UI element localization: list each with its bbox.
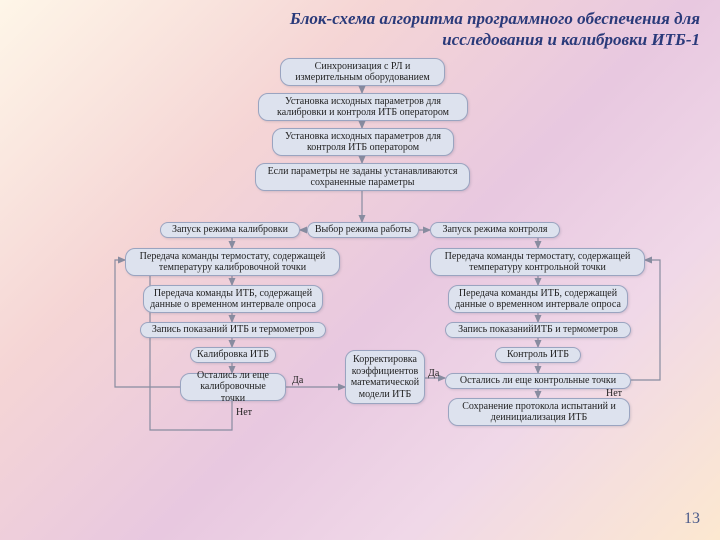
- node-n12: Корректировка коэффициентов математическ…: [345, 350, 425, 404]
- page-title: Блок-схема алгоритма программного обеспе…: [130, 8, 700, 51]
- node-n8r: Передача команды ИТБ, содержащей данные …: [448, 285, 628, 313]
- page-number: 13: [684, 510, 700, 528]
- node-n6l: Запуск режима калибровки: [160, 222, 300, 238]
- node-n4: Если параметры не заданы устанавливаются…: [255, 163, 470, 191]
- node-n11r: Остались ли еще контрольные точки: [445, 373, 631, 389]
- node-n2: Установка исходных параметров для калибр…: [258, 93, 468, 121]
- flowchart-canvas: Блок-схема алгоритма программного обеспе…: [0, 0, 720, 540]
- edge-label: Нет: [236, 407, 252, 418]
- title-line-1: Блок-схема алгоритма программного обеспе…: [290, 9, 700, 28]
- node-n10r: Контроль ИТБ: [495, 347, 581, 363]
- node-n9l: Запись показаний ИТБ и термометров: [140, 322, 326, 338]
- node-n5: Выбор режима работы: [307, 222, 419, 238]
- node-n7l: Передача команды термостату, содержащей …: [125, 248, 340, 276]
- title-line-2: исследования и калибровки ИТБ-1: [442, 30, 700, 49]
- node-n11l: Остались ли еще калибровочные точки: [180, 373, 286, 401]
- edge-label: Нет: [606, 388, 622, 399]
- node-n7r: Передача команды термостату, содержащей …: [430, 248, 645, 276]
- node-n9r: Запись показанийИТБ и термометров: [445, 322, 631, 338]
- edge-label: Да: [428, 368, 439, 379]
- node-n13: Сохранение протокола испытаний и деиници…: [448, 398, 630, 426]
- node-n1: Синхронизация с РЛ и измерительным обору…: [280, 58, 445, 86]
- node-n3: Установка исходных параметров для контро…: [272, 128, 454, 156]
- edge-label: Да: [292, 375, 303, 386]
- node-n8l: Передача команды ИТБ, содержащей данные …: [143, 285, 323, 313]
- node-n10l: Калибровка ИТБ: [190, 347, 276, 363]
- node-n6r: Запуск режима контроля: [430, 222, 560, 238]
